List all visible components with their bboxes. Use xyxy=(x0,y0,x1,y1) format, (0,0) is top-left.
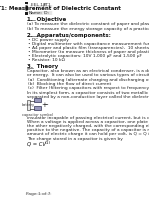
Text: Q = CV: Q = CV xyxy=(27,141,46,146)
Text: • Resistor: 10 kΩ: • Resistor: 10 kΩ xyxy=(28,58,64,63)
Text: (a) To measure the dielectric constant of paper and plastic film.: (a) To measure the dielectric constant o… xyxy=(27,22,149,26)
Text: • Micrometer (to measure thickness of paper and plastic films): • Micrometer (to measure thickness of pa… xyxy=(28,50,149,54)
Text: Experiment FT1: Measurement of Dielectric Constant: Experiment FT1: Measurement of Dielectri… xyxy=(0,6,121,11)
Text: • Electrolytic capacitors: 10V 1,000 μF and 1,500 μF: • Electrolytic capacitors: 10V 1,000 μF … xyxy=(28,54,142,58)
Text: (b)  Blocking the flow of direct current: (b) Blocking the flow of direct current xyxy=(28,82,111,86)
Text: positive to the negative. The capacity of a capacitor is represented by its capa: positive to the negative. The capacity o… xyxy=(27,128,149,132)
Text: Page 1 of 7: Page 1 of 7 xyxy=(26,191,51,195)
Text: ID:: ID: xyxy=(44,11,49,15)
Text: (b) To measure the energy storage capacity of a practical capacitor.: (b) To measure the energy storage capaci… xyxy=(27,27,149,30)
Text: 3.  Theory: 3. Theory xyxy=(27,64,58,69)
Text: the other negatively charged, with the corresponding electric field directed fro: the other negatively charged, with the c… xyxy=(27,124,149,128)
Text: Capacitor, also known as an electrical condenser, is a device which can store el: Capacitor, also known as an electrical c… xyxy=(27,69,149,73)
FancyBboxPatch shape xyxy=(34,98,41,102)
Text: (a)  Conditioning (alternate charging and discharging of the capacitor): (a) Conditioning (alternate charging and… xyxy=(28,78,149,82)
Text: The charge stored in a capacitor is given by: The charge stored in a capacitor is give… xyxy=(27,137,123,141)
Text: Name:: Name: xyxy=(29,11,43,15)
Text: −: − xyxy=(43,102,49,108)
Text: separated by a non-conductive layer called the dielectric. The dielectric is a g: separated by a non-conductive layer call… xyxy=(27,95,149,99)
Text: When a voltage is applied across a capacitor, one plate becomes positively charg: When a voltage is applied across a capac… xyxy=(27,120,149,124)
Text: • Digital multimeter with capacitance measurement function: • Digital multimeter with capacitance me… xyxy=(28,42,149,46)
FancyBboxPatch shape xyxy=(34,106,41,110)
Text: In its simplest form, a capacitor consists of two metallic plates (conductors): In its simplest form, a capacitor consis… xyxy=(27,91,149,95)
Text: (1): (1) xyxy=(45,141,51,145)
Text: FT1: FT1 xyxy=(44,3,51,7)
Text: (c)  Filter (filtering capacitors with respect to frequency): (c) Filter (filtering capacitors with re… xyxy=(28,86,149,90)
Text: PDF: PDF xyxy=(15,4,38,13)
Text: • DC power supply: • DC power supply xyxy=(28,37,68,42)
FancyBboxPatch shape xyxy=(25,2,28,15)
Text: capacitor symbol: capacitor symbol xyxy=(22,113,53,117)
Text: amount of electric charge it can hold per volt, is Q = Q / V: amount of electric charge it can hold pe… xyxy=(27,132,149,136)
Text: • A4 paper and plastic film (transparencies),  10 sheets each: • A4 paper and plastic film (transparenc… xyxy=(28,46,149,50)
Text: 1.  Objective: 1. Objective xyxy=(27,16,66,22)
Text: EEL 1β: EEL 1β xyxy=(31,3,46,7)
Text: insulator incapable of passing electrical current, but is capable of storing ele: insulator incapable of passing electrica… xyxy=(27,116,149,120)
Text: or energy.  It can also be used to various types of circuit functions involving:: or energy. It can also be used to variou… xyxy=(27,73,149,77)
Text: 2.  Apparatus/components:: 2. Apparatus/components: xyxy=(27,32,111,37)
FancyBboxPatch shape xyxy=(27,100,30,110)
Text: battery: battery xyxy=(22,103,35,107)
Text: +: + xyxy=(41,102,47,108)
